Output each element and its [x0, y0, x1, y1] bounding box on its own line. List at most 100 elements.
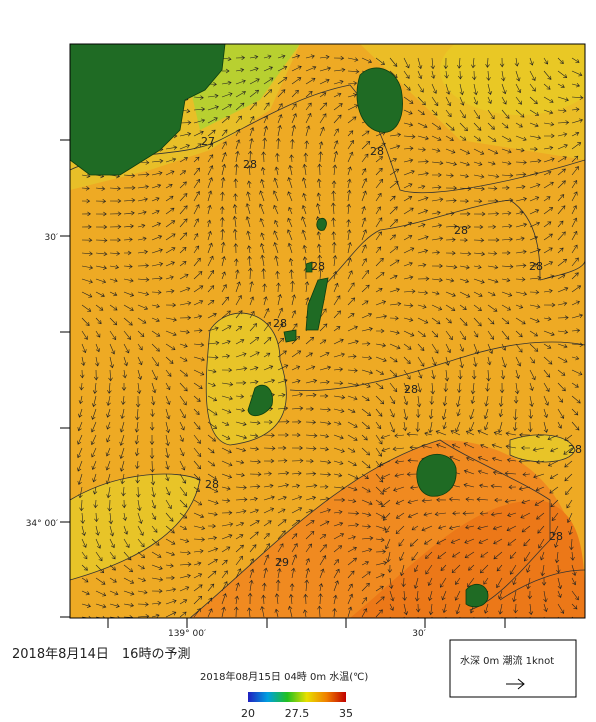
current-arrow — [165, 460, 170, 470]
current-arrow — [179, 447, 185, 457]
current-arrow — [431, 317, 441, 325]
current-arrow — [207, 535, 218, 541]
current-arrow — [235, 67, 245, 73]
current-arrow — [332, 255, 338, 267]
current-arrow — [220, 241, 226, 254]
current-arrow — [221, 606, 226, 618]
current-arrow — [417, 135, 429, 141]
current-arrow — [571, 95, 584, 100]
current-arrow — [533, 473, 545, 479]
current-arrow — [207, 395, 218, 402]
current-arrow — [263, 507, 275, 514]
current-arrow — [165, 261, 175, 267]
current-arrow — [538, 538, 545, 549]
current-arrow — [151, 330, 161, 337]
current-arrow — [375, 217, 383, 228]
current-arrow — [109, 577, 117, 583]
current-arrow — [333, 497, 346, 503]
current-arrow — [430, 57, 436, 70]
current-arrow — [361, 229, 368, 241]
current-arrow — [109, 224, 122, 230]
current-arrow — [277, 323, 284, 332]
current-arrow — [429, 395, 435, 405]
current-arrow — [515, 356, 522, 367]
current-arrow — [122, 512, 128, 522]
current-arrow — [235, 295, 242, 306]
current-arrow — [179, 157, 188, 163]
current-arrow — [221, 296, 229, 306]
current-arrow — [277, 293, 282, 306]
current-arrow — [291, 89, 299, 98]
current-arrow — [523, 551, 531, 562]
current-arrow — [123, 343, 130, 354]
current-arrow — [333, 79, 344, 85]
current-arrow — [151, 290, 162, 295]
current-arrow — [165, 382, 171, 391]
current-arrow — [459, 173, 469, 179]
current-arrow — [263, 533, 270, 540]
current-arrow — [193, 233, 199, 241]
current-arrow — [518, 486, 531, 491]
current-arrow — [425, 564, 433, 575]
current-arrow — [375, 356, 387, 362]
current-arrow — [106, 395, 111, 406]
current-arrow — [445, 330, 453, 341]
current-arrow — [207, 204, 212, 215]
current-arrow — [543, 330, 555, 337]
current-arrow — [79, 369, 85, 379]
current-arrow — [361, 512, 372, 517]
current-arrow — [221, 395, 233, 401]
current-arrow — [151, 222, 161, 228]
current-arrow — [473, 317, 482, 327]
current-arrow — [165, 233, 176, 241]
current-arrow — [417, 57, 423, 70]
current-arrow — [235, 421, 247, 427]
current-arrow — [95, 251, 108, 257]
current-arrow — [473, 83, 478, 96]
current-arrow — [515, 96, 522, 105]
current-arrow — [207, 300, 215, 306]
current-arrow — [361, 190, 367, 202]
current-arrow — [193, 595, 203, 605]
current-arrow — [465, 524, 475, 530]
current-arrow — [263, 543, 270, 553]
current-arrow — [571, 180, 578, 189]
current-arrow — [347, 382, 360, 388]
current-arrow — [552, 525, 559, 536]
current-arrow — [261, 594, 266, 605]
current-arrow — [249, 366, 259, 371]
current-arrow — [165, 288, 175, 294]
current-arrow — [333, 282, 339, 293]
map-area: 27 28 28 28 28 28 28 28 28 28 28 29 — [70, 44, 585, 618]
current-arrow — [149, 447, 155, 460]
current-arrow — [319, 393, 329, 399]
current-arrow — [571, 382, 579, 388]
current-arrow — [220, 217, 225, 228]
current-arrow — [207, 93, 219, 99]
current-arrow — [473, 238, 485, 243]
current-arrow — [149, 434, 155, 445]
current-arrow — [123, 551, 132, 561]
current-arrow — [207, 230, 212, 241]
current-arrow — [193, 561, 202, 566]
current-arrow — [557, 57, 564, 64]
current-arrow — [151, 303, 160, 309]
current-arrow — [347, 57, 359, 62]
current-arrow — [151, 525, 158, 533]
current-arrow — [179, 382, 188, 392]
current-arrow — [403, 317, 414, 322]
current-arrow — [431, 172, 442, 178]
current-arrow — [134, 447, 140, 457]
current-arrow — [464, 551, 475, 559]
current-arrow — [235, 497, 248, 502]
current-arrow — [109, 356, 115, 369]
current-arrow — [81, 173, 91, 179]
current-arrow — [361, 177, 368, 189]
current-arrow — [417, 356, 425, 367]
current-arrow — [380, 473, 391, 479]
current-arrow — [445, 83, 451, 95]
current-arrow — [431, 304, 443, 311]
current-arrow — [135, 460, 140, 470]
current-arrow — [291, 495, 303, 501]
